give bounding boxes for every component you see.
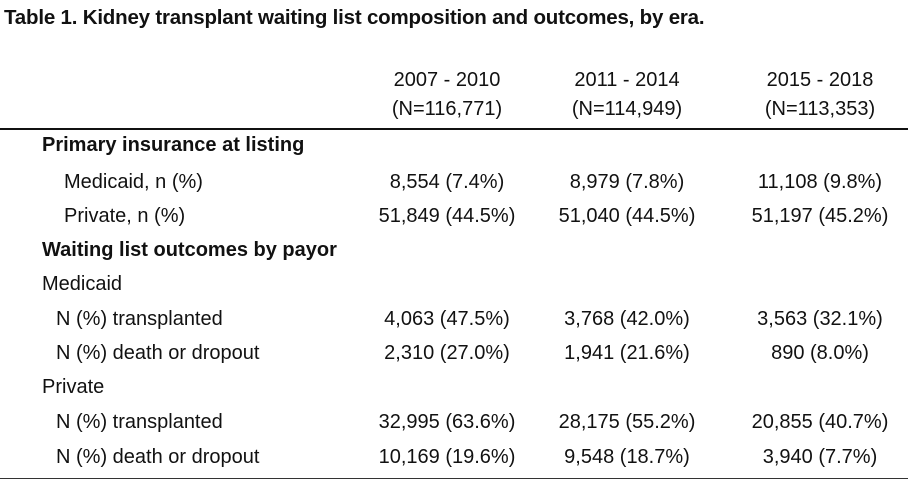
- column-header-count: (N=114,949): [571, 98, 683, 120]
- row-label: N (%) death or dropout: [56, 342, 260, 364]
- table-bottom-border: [0, 478, 908, 479]
- section-header-label: Primary insurance at listing: [42, 134, 305, 156]
- table-cell: 3,768 (42.0%): [564, 308, 690, 330]
- table-cell: 1,941 (21.6%): [564, 342, 690, 364]
- table-row: N (%) death or dropout 2,310 (27.0%) 1,9…: [0, 336, 908, 370]
- table-cell: 4,063 (47.5%): [384, 308, 510, 330]
- table-cell: 11,108 (9.8%): [757, 171, 883, 193]
- section-header-label: Waiting list outcomes by payor: [42, 239, 337, 261]
- column-header-count: (N=113,353): [764, 98, 876, 120]
- table-row: N (%) transplanted 4,063 (47.5%) 3,768 (…: [0, 302, 908, 336]
- group-header-row: Medicaid: [0, 267, 908, 301]
- table-cell: 51,197 (45.2%): [751, 205, 889, 227]
- table-cell: 10,169 (19.6%): [378, 446, 516, 468]
- row-label: N (%) death or dropout: [56, 446, 260, 468]
- row-label: N (%) transplanted: [56, 308, 223, 330]
- column-header-count: (N=116,771): [391, 98, 503, 120]
- row-label: N (%) transplanted: [56, 411, 223, 433]
- table-cell: 51,849 (44.5%): [378, 205, 516, 227]
- table-cell: 890 (8.0%): [771, 342, 869, 364]
- table-row: Private, n (%) 51,849 (44.5%) 51,040 (44…: [0, 199, 908, 233]
- section-header-row: Waiting list outcomes by payor: [0, 233, 908, 267]
- group-header-row: Private: [0, 370, 908, 404]
- table-row: Medicaid, n (%) 8,554 (7.4%) 8,979 (7.8%…: [0, 165, 908, 199]
- column-header-era: 2015 - 2018: [766, 69, 874, 91]
- column-header-era-2: 2011 - 2014 (N=114,949): [527, 66, 727, 124]
- row-label: Private, n (%): [64, 205, 186, 227]
- table-row: N (%) death or dropout 10,169 (19.6%) 9,…: [0, 440, 908, 474]
- group-label: Medicaid: [42, 273, 123, 295]
- column-header-era: 2007 - 2010: [393, 69, 501, 91]
- table-title: Table 1. Kidney transplant waiting list …: [4, 6, 705, 29]
- table-cell: 51,040 (44.5%): [558, 205, 696, 227]
- column-header-era-1: 2007 - 2010 (N=116,771): [347, 66, 547, 124]
- table-cell: 2,310 (27.0%): [384, 342, 510, 364]
- row-label: Medicaid, n (%): [64, 171, 203, 193]
- header-divider: [0, 128, 908, 130]
- column-header-era-3: 2015 - 2018 (N=113,353): [720, 66, 908, 124]
- table-cell: 9,548 (18.7%): [564, 446, 690, 468]
- table-cell: 8,979 (7.8%): [569, 171, 685, 193]
- table-cell: 3,940 (7.7%): [762, 446, 878, 468]
- table-cell: 28,175 (55.2%): [558, 411, 696, 433]
- table-cell: 32,995 (63.6%): [378, 411, 516, 433]
- section-header-row: Primary insurance at listing: [0, 128, 908, 162]
- table-cell: 3,563 (32.1%): [757, 308, 883, 330]
- table-cell: 20,855 (40.7%): [751, 411, 889, 433]
- column-header-era: 2011 - 2014: [574, 69, 680, 91]
- table-row: N (%) transplanted 32,995 (63.6%) 28,175…: [0, 405, 908, 439]
- group-label: Private: [42, 376, 105, 398]
- table-cell: 8,554 (7.4%): [389, 171, 505, 193]
